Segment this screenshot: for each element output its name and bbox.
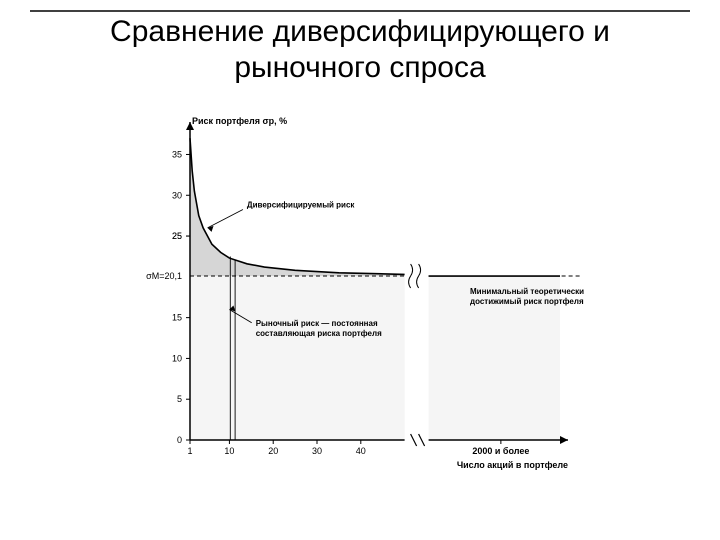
svg-text:20: 20 [268, 446, 278, 456]
risk-chart: Риск портфеля σp, %05101525253035σM=20,1… [120, 110, 600, 490]
annot-market-2: составляющая риска портфеля [256, 329, 382, 338]
x-axis-title: Число акций в портфеле [457, 460, 568, 470]
x-far-label: 2000 и более [472, 446, 529, 456]
svg-text:5: 5 [177, 394, 182, 404]
title-line-2: рыночного спроса [234, 51, 485, 84]
title-line-1: Сравнение диверсифицирующего и [110, 15, 610, 48]
svg-text:1: 1 [187, 446, 192, 456]
sigma-m-label: σM=20,1 [146, 271, 182, 281]
y-axis-title: Риск портфеля σp, % [192, 116, 287, 126]
chart-svg: Риск портфеля σp, %05101525253035σM=20,1… [120, 110, 600, 490]
svg-text:25: 25 [172, 231, 182, 241]
annot-diversifiable: Диверсифицируемый риск [247, 201, 356, 210]
svg-text:0: 0 [177, 435, 182, 445]
title-rule [30, 10, 690, 12]
annot-market-1: Рыночный риск — постоянная [256, 319, 378, 328]
svg-text:10: 10 [172, 353, 182, 363]
svg-text:10: 10 [224, 446, 234, 456]
annot-min-1: Минимальный теоретически [470, 287, 584, 296]
slide-title: Сравнение диверсифицирующего и рыночного… [0, 14, 720, 86]
svg-text:40: 40 [356, 446, 366, 456]
market-risk-fill [190, 276, 405, 440]
svg-text:30: 30 [312, 446, 322, 456]
slide: Сравнение диверсифицирующего и рыночного… [0, 0, 720, 540]
svg-text:15: 15 [172, 313, 182, 323]
svg-text:35: 35 [172, 149, 182, 159]
svg-text:30: 30 [172, 190, 182, 200]
annot-min-2: достижимый риск портфеля [470, 297, 584, 306]
